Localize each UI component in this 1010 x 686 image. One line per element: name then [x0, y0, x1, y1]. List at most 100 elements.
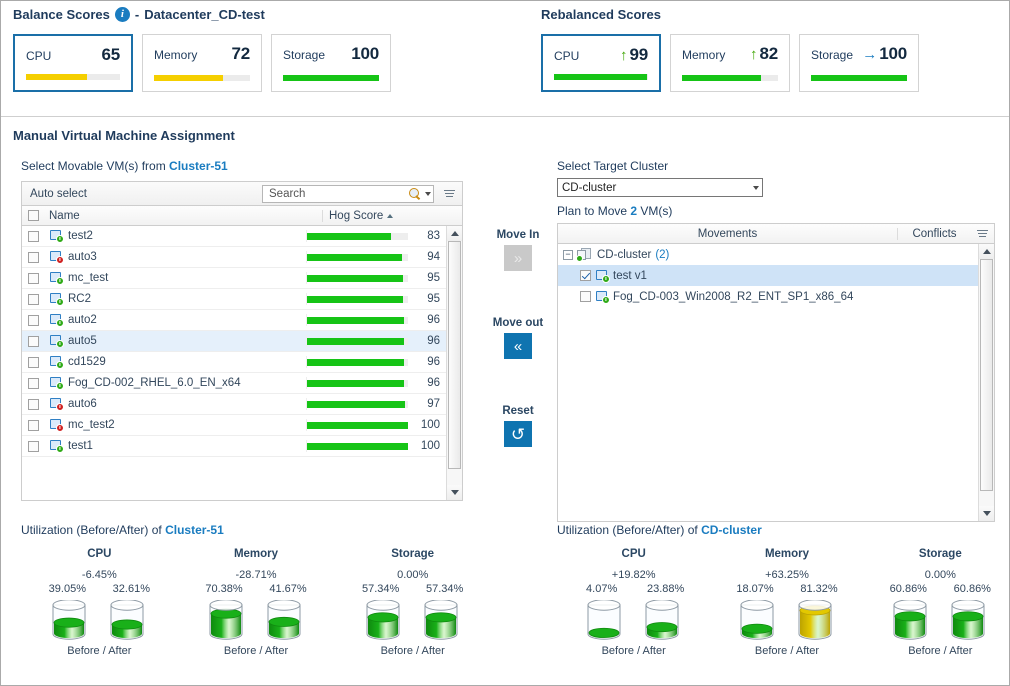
row-8-checkbox-cell[interactable] — [22, 398, 44, 410]
vm-power-on-icon — [49, 314, 64, 326]
row-5-checkbox[interactable] — [27, 335, 39, 347]
search-input[interactable] — [267, 186, 409, 201]
table-row[interactable]: test1 100 — [22, 436, 446, 457]
row-9-checkbox-cell[interactable] — [22, 419, 44, 431]
row-9-checkbox[interactable] — [27, 419, 39, 431]
balance-score-card-2-label: Storage — [283, 48, 326, 62]
tree-row-1-checkbox[interactable] — [580, 291, 591, 302]
target-util-metric-0-name: CPU — [621, 548, 646, 560]
search-options-chevron-down-icon[interactable] — [425, 191, 431, 196]
target-select-label: Select Target Cluster — [557, 159, 669, 173]
row-5-hog-score-cell: 96 — [306, 335, 446, 347]
movements-scrollbar[interactable] — [978, 244, 994, 521]
search-icon[interactable] — [409, 187, 421, 200]
chevron-down-icon[interactable] — [753, 185, 759, 190]
row-0-name-cell: test2 — [44, 230, 306, 242]
row-4-checkbox[interactable] — [27, 314, 39, 326]
row-8-checkbox[interactable] — [27, 398, 39, 410]
row-10-checkbox-cell[interactable] — [22, 440, 44, 452]
movements-scroll-up-button[interactable] — [979, 244, 994, 259]
column-header-movements[interactable]: Movements — [697, 227, 758, 240]
row-2-checkbox-cell[interactable] — [22, 272, 44, 284]
row-0-checkbox[interactable] — [27, 230, 39, 242]
row-6-hog-score-cell: 96 — [306, 356, 446, 368]
vm-power-on-icon — [595, 290, 610, 304]
source-util-metric-2-delta: 0.00% — [397, 569, 429, 581]
plan-to-move-line: Plan to Move 2 VM(s) — [557, 204, 995, 218]
row-3-checkbox-cell[interactable] — [22, 293, 44, 305]
scroll-up-button[interactable] — [447, 226, 462, 241]
row-6-checkbox[interactable] — [27, 356, 39, 368]
row-10-checkbox[interactable] — [27, 440, 39, 452]
table-row[interactable]: auto6 97 — [22, 394, 446, 415]
balance-scores-heading: Balance Scores — [13, 7, 110, 22]
target-util-1-before-gauge — [739, 600, 777, 642]
tree-row-vm-0[interactable]: test v1 — [558, 265, 978, 286]
target-cluster-select[interactable]: CD-cluster — [557, 178, 763, 197]
vm-power-on-icon — [49, 335, 64, 347]
scroll-thumb[interactable] — [448, 241, 461, 469]
movements-scroll-down-button[interactable] — [979, 506, 994, 521]
select-all-checkbox[interactable] — [27, 210, 39, 221]
column-header-conflicts[interactable]: Conflicts — [897, 227, 971, 240]
source-util-2-before-gauge — [365, 600, 403, 642]
movements-scroll-thumb[interactable] — [980, 259, 993, 491]
tree-row-cluster-root[interactable]: − CD-cluster (2) — [558, 244, 978, 265]
scroll-track[interactable] — [447, 241, 462, 485]
row-10-hog-score-cell: 100 — [306, 440, 446, 452]
table-row[interactable]: auto3 94 — [22, 247, 446, 268]
rebalanced-score-card-memory[interactable]: Memory ↑ 82 — [670, 34, 790, 92]
balance-score-card-memory[interactable]: Memory 72 — [142, 34, 262, 92]
row-4-checkbox-cell[interactable] — [22, 314, 44, 326]
table-row[interactable]: mc_test2 100 — [22, 415, 446, 436]
source-util-metric-0-after-value: 32.61% — [112, 583, 150, 595]
table-row[interactable]: Fog_CD-002_RHEL_6.0_EN_x64 96 — [22, 373, 446, 394]
table-row[interactable]: mc_test 95 — [22, 268, 446, 289]
row-0-checkbox-cell[interactable] — [22, 230, 44, 242]
reset-button[interactable]: ↺ — [504, 421, 532, 447]
row-7-checkbox-cell[interactable] — [22, 377, 44, 389]
target-util-metric-1-after-value: 81.32% — [800, 583, 838, 595]
table-row[interactable]: auto5 96 — [22, 331, 446, 352]
scroll-down-button[interactable] — [447, 485, 462, 500]
rebalanced-scores-heading: Rebalanced Scores — [541, 7, 661, 22]
auto-select-button[interactable]: Auto select — [30, 187, 87, 200]
row-2-checkbox[interactable] — [27, 272, 39, 284]
rebalanced-score-card-storage[interactable]: Storage → 100 — [799, 34, 919, 92]
info-icon[interactable]: i — [114, 7, 130, 22]
tree-row-0-checkbox[interactable] — [580, 270, 591, 281]
tree-expander-icon[interactable]: − — [563, 249, 573, 260]
table-row[interactable]: cd1529 96 — [22, 352, 446, 373]
row-1-checkbox-cell[interactable] — [22, 251, 44, 263]
balance-score-card-storage[interactable]: Storage 100 — [271, 34, 391, 92]
column-header-hog-score[interactable]: Hog Score — [322, 209, 462, 222]
movements-grid-header: Movements Conflicts — [557, 223, 995, 244]
move-in-button[interactable]: » — [504, 245, 532, 271]
movements-scroll-track[interactable] — [979, 259, 994, 506]
move-out-button[interactable]: « — [504, 333, 532, 359]
select-all-checkbox-cell[interactable] — [22, 210, 44, 221]
column-chooser-icon[interactable] — [440, 189, 458, 198]
table-row[interactable]: auto2 96 — [22, 310, 446, 331]
row-1-checkbox[interactable] — [27, 251, 39, 263]
search-box[interactable] — [262, 184, 434, 203]
row-10-score-track — [307, 442, 408, 450]
tree-row-vm-1[interactable]: Fog_CD-003_Win2008_R2_ENT_SP1_x86_64 — [558, 286, 978, 307]
table-row[interactable]: RC2 95 — [22, 289, 446, 310]
source-grid-scrollbar[interactable] — [446, 226, 462, 500]
balance-score-card-cpu[interactable]: CPU 65 — [13, 34, 133, 92]
row-6-checkbox-cell[interactable] — [22, 356, 44, 368]
row-9-vm-name: mc_test2 — [68, 419, 115, 431]
balance-scores-title: Balance Scores i - Datacenter_CD-test — [13, 1, 391, 22]
row-3-checkbox[interactable] — [27, 293, 39, 305]
rebalanced-score-card-0-value: 99 — [629, 45, 648, 64]
target-cluster-selected-value: CD-cluster — [562, 181, 617, 194]
row-7-checkbox[interactable] — [27, 377, 39, 389]
rebalanced-score-card-cpu[interactable]: CPU ↑ 99 — [541, 34, 661, 92]
column-header-name[interactable]: Name — [49, 209, 80, 222]
row-5-checkbox-cell[interactable] — [22, 335, 44, 347]
movements-column-chooser-icon[interactable] — [973, 229, 991, 238]
source-util-metric-2-caption: Before / After — [380, 645, 445, 657]
movements-tree: − CD-cluster (2) test v1 Fog_CD-003_Win2008_… — [558, 244, 978, 521]
table-row[interactable]: test2 83 — [22, 226, 446, 247]
